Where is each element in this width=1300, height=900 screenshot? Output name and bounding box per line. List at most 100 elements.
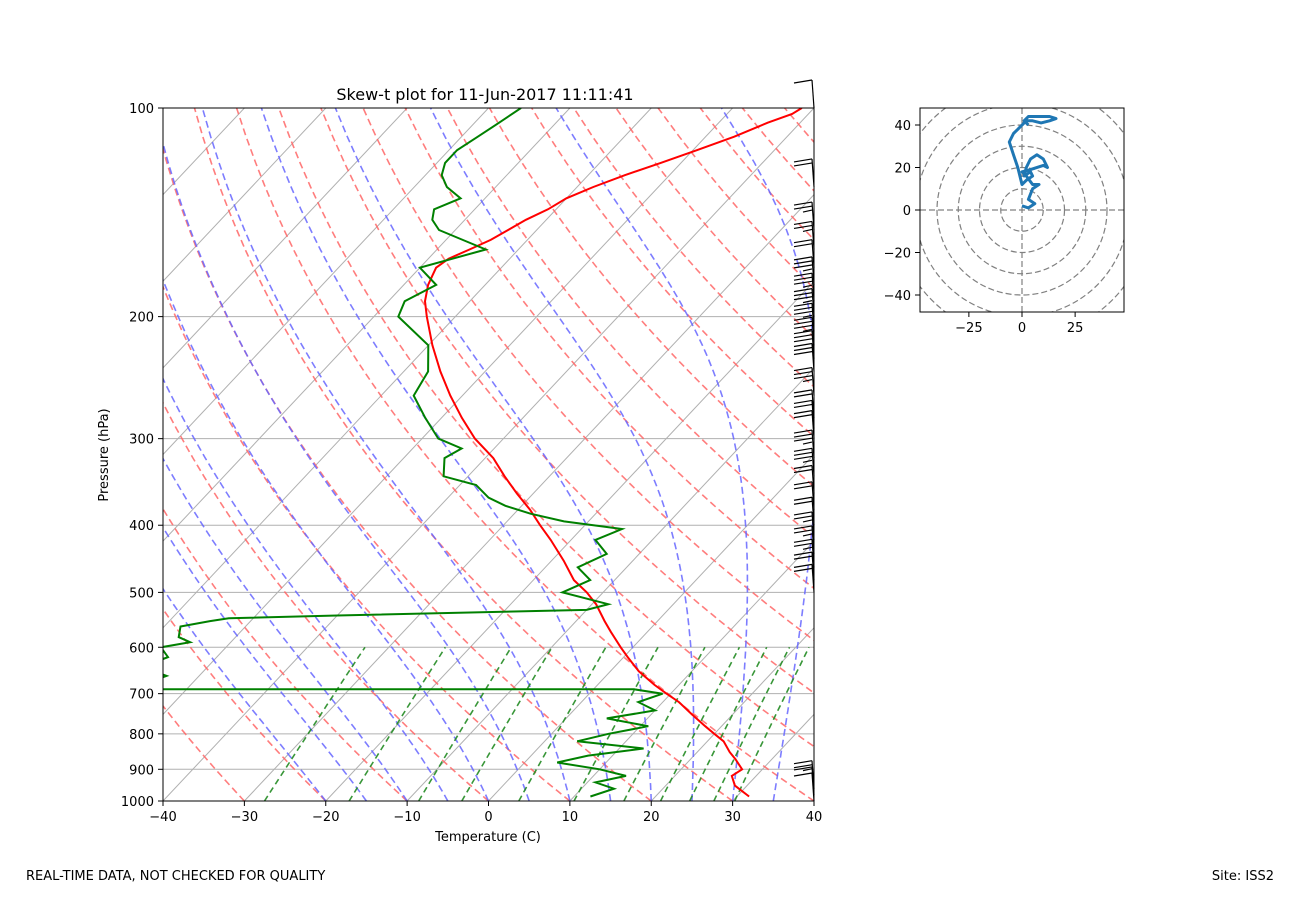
isotherm-line — [163, 108, 652, 629]
wind-barb-flag — [793, 429, 813, 434]
wind-barb-staff — [811, 760, 815, 789]
moist-adiabat-line — [813, 796, 814, 801]
wind-barb — [793, 481, 815, 510]
wind-barb — [793, 447, 815, 477]
isotherm-line — [163, 108, 245, 196]
wind-barb-flag — [793, 350, 813, 356]
wind-barb-flag — [793, 496, 813, 501]
wind-barb-flag — [793, 511, 813, 516]
wind-barb — [793, 496, 815, 526]
wind-barb-flag — [793, 243, 813, 248]
wind-barb-flag — [793, 201, 813, 206]
dry-adiabat-line — [193, 108, 734, 801]
wind-barb-staff — [811, 79, 815, 109]
wind-barb-flag — [793, 264, 813, 269]
mixing-ratio-line — [573, 646, 659, 801]
wind-barb-flag — [793, 224, 813, 230]
wind-barb-flag — [793, 334, 813, 339]
wind-barb — [793, 201, 815, 231]
isotherm-line — [163, 108, 489, 456]
wind-barb-flag — [793, 447, 813, 452]
wind-barb-flag — [793, 542, 813, 547]
wind-barb-staff — [811, 448, 815, 477]
wind-barb-flag — [793, 239, 813, 244]
wind-barb-flag — [793, 567, 813, 572]
wind-barb-flag — [793, 500, 813, 505]
wind-barb — [793, 766, 815, 795]
wind-barb-staff — [811, 465, 815, 494]
dry-adiabat-line — [446, 108, 814, 539]
wind-barb-flag — [793, 296, 813, 301]
hodograph-ring — [1000, 188, 1044, 232]
isotherm-line — [569, 540, 814, 801]
wind-barb-flag — [793, 158, 813, 163]
wind-barb-flag — [793, 410, 813, 415]
wind-barb-flag — [793, 389, 813, 394]
dry-adiabat-line — [488, 108, 814, 488]
mixing-ratio-line — [688, 646, 768, 801]
isotherm-line — [813, 800, 814, 801]
moist-adiabat-line — [163, 376, 449, 801]
wind-barb — [793, 342, 815, 372]
wind-barb-flag — [793, 433, 813, 438]
isotherm-line — [650, 627, 814, 801]
wind-barb-flag — [793, 451, 813, 456]
wind-barb-staff — [811, 201, 815, 231]
y-tick-label: 700 — [129, 688, 154, 703]
wind-barb-staff — [811, 317, 815, 346]
wind-barb-half-flag — [802, 441, 813, 445]
wind-barb-flag — [793, 538, 813, 543]
wind-barb-staff — [811, 539, 815, 568]
wind-barb-flag — [793, 302, 813, 307]
wind-barb-half-flag — [802, 328, 813, 332]
wind-barb-flag — [793, 468, 813, 474]
wind-barb — [793, 772, 815, 802]
wind-barb-staff — [811, 497, 815, 526]
wind-barb-flag — [793, 393, 813, 398]
wind-barb — [793, 302, 815, 332]
wind-barb — [793, 239, 815, 268]
mixing-ratio-line — [623, 646, 706, 801]
wind-barb-staff — [811, 410, 815, 439]
hodograph-y-tick-label: 20 — [894, 162, 911, 177]
wind-barb-flag — [793, 330, 813, 335]
moist-adiabat-line — [163, 277, 490, 801]
dry-adiabat-line — [163, 607, 327, 801]
x-axis-label: Temperature (C) — [434, 830, 541, 845]
y-tick-label: 1000 — [121, 795, 154, 810]
wind-barb-flag — [793, 338, 813, 343]
dry-adiabat-line — [741, 108, 814, 192]
wind-barb-flag — [793, 79, 813, 84]
y-tick-label: 200 — [129, 311, 154, 326]
wind-barb-staff — [811, 303, 815, 332]
moist-adiabat-line — [163, 140, 530, 801]
chart-title: Skew-t plot for 11-Jun-2017 11:11:41 — [336, 85, 633, 104]
x-tick-label: 10 — [562, 810, 579, 825]
wind-barb-staff — [811, 389, 815, 418]
x-tick-label: −20 — [312, 810, 339, 825]
wind-barb — [793, 464, 815, 494]
wind-barb — [793, 389, 815, 418]
moist-adiabat-line — [334, 108, 653, 801]
wind-barb-staff — [811, 288, 815, 317]
y-tick-label: 500 — [129, 586, 154, 601]
wind-barb — [793, 330, 815, 359]
wind-barb-flag — [793, 256, 813, 261]
isotherm-line — [732, 713, 814, 801]
wind-barb-staff — [811, 330, 815, 359]
y-axis-label: Pressure (hPa) — [97, 408, 112, 501]
mixing-ratio-line — [518, 646, 607, 801]
wind-barb — [793, 551, 815, 581]
wind-barb-flag — [793, 485, 813, 490]
wind-barb-half-flag — [802, 314, 813, 318]
wind-barb-flag — [793, 464, 813, 470]
x-tick-label: 40 — [806, 810, 823, 825]
mixing-ratio-line — [418, 646, 512, 801]
quality-disclaimer: REAL-TIME DATA, NOT CHECKED FOR QUALITY — [26, 869, 326, 884]
isotherm-line — [488, 453, 814, 801]
wind-barb-flag — [793, 760, 813, 765]
isotherm-line — [325, 280, 814, 801]
wind-barb-flag — [793, 162, 813, 167]
wind-barb-flag — [793, 205, 813, 210]
